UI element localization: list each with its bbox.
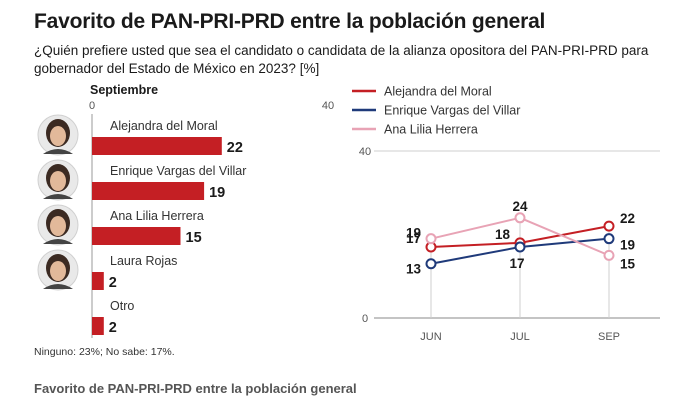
chart-subtitle: ¿Quién prefiere usted que sea el candida… <box>34 43 649 76</box>
point-label-enrique-vargas-del-villar-jul: 17 <box>509 256 524 271</box>
bar-chart-period: Septiembre <box>90 83 159 97</box>
bar-label-alejandra-del-moral: Alejandra del Moral <box>110 119 218 133</box>
avatar-face-ana-lilia-herrera <box>50 216 66 236</box>
point-label-ana-lilia-herrera-sep: 15 <box>620 256 636 271</box>
point-label-alejandra-del-moral-jul: 18 <box>495 227 511 242</box>
bar-axis-tick-40: 40 <box>322 100 334 112</box>
avatar-face-alejandra-del-moral <box>50 126 66 146</box>
bar-value-ana-lilia-herrera: 15 <box>186 230 202 246</box>
bar-otro <box>92 317 104 335</box>
marker-ana-lilia-herrera-sep <box>603 249 615 261</box>
marker-enrique-vargas-del-villar-sep <box>603 233 615 245</box>
avatar-shoulders-ana-lilia-herrera <box>43 239 73 244</box>
point-label-enrique-vargas-del-villar-sep: 19 <box>620 238 635 253</box>
line-y-tick-0: 0 <box>362 313 368 325</box>
caption: Favorito de PAN-PRI-PRD entre la poblaci… <box>34 381 357 396</box>
legend-label-enrique-vargas-del-villar: Enrique Vargas del Villar <box>384 104 520 118</box>
avatar-face-laura-rojas <box>50 261 66 281</box>
bar-enrique-vargas-del-villar <box>92 182 205 200</box>
marker-enrique-vargas-del-villar-jul <box>514 241 526 253</box>
point-label-ana-lilia-herrera-jun: 19 <box>406 226 421 241</box>
chart-title: Favorito de PAN-PRI-PRD entre la poblaci… <box>34 10 546 33</box>
x-tick-sep: SEP <box>598 331 620 343</box>
x-tick-jul: JUL <box>510 331 530 343</box>
bar-value-enrique-vargas-del-villar: 19 <box>209 185 225 201</box>
footnote: Ninguno: 23%; No sabe: 17%. <box>34 346 175 358</box>
bar-label-laura-rojas: Laura Rojas <box>110 254 177 268</box>
line-y-tick-40: 40 <box>359 146 371 158</box>
bar-value-alejandra-del-moral: 22 <box>227 140 243 156</box>
marker-enrique-vargas-del-villar-jun <box>425 258 437 270</box>
bar-value-otro: 2 <box>109 320 117 336</box>
avatar-face-enrique-vargas-del-villar <box>50 171 66 191</box>
bar-label-enrique-vargas-del-villar: Enrique Vargas del Villar <box>110 164 246 178</box>
legend-label-alejandra-del-moral: Alejandra del Moral <box>384 85 492 99</box>
point-label-alejandra-del-moral-sep: 22 <box>620 211 635 226</box>
avatar-shoulders-enrique-vargas-del-villar <box>43 194 73 199</box>
bar-laura-rojas <box>92 272 104 290</box>
bar-alejandra-del-moral <box>92 137 222 155</box>
marker-ana-lilia-herrera-jun <box>425 233 437 245</box>
bar-ana-lilia-herrera <box>92 227 181 245</box>
marker-alejandra-del-moral-sep <box>603 220 615 232</box>
bar-value-laura-rojas: 2 <box>109 275 117 291</box>
legend-label-ana-lilia-herrera: Ana Lilia Herrera <box>384 123 478 137</box>
bar-label-otro: Otro <box>110 299 134 313</box>
bar-axis-tick-0: 0 <box>89 100 95 112</box>
avatar-shoulders-laura-rojas <box>43 284 73 289</box>
bar-label-ana-lilia-herrera: Ana Lilia Herrera <box>110 209 204 223</box>
x-tick-jun: JUN <box>420 331 441 343</box>
point-label-ana-lilia-herrera-jul: 24 <box>512 199 528 214</box>
point-label-alejandra-del-moral-jun: 17 <box>406 231 421 246</box>
marker-ana-lilia-herrera-jul <box>514 212 526 224</box>
avatar-shoulders-alejandra-del-moral <box>43 149 73 154</box>
point-label-enrique-vargas-del-villar-jun: 13 <box>406 262 422 277</box>
